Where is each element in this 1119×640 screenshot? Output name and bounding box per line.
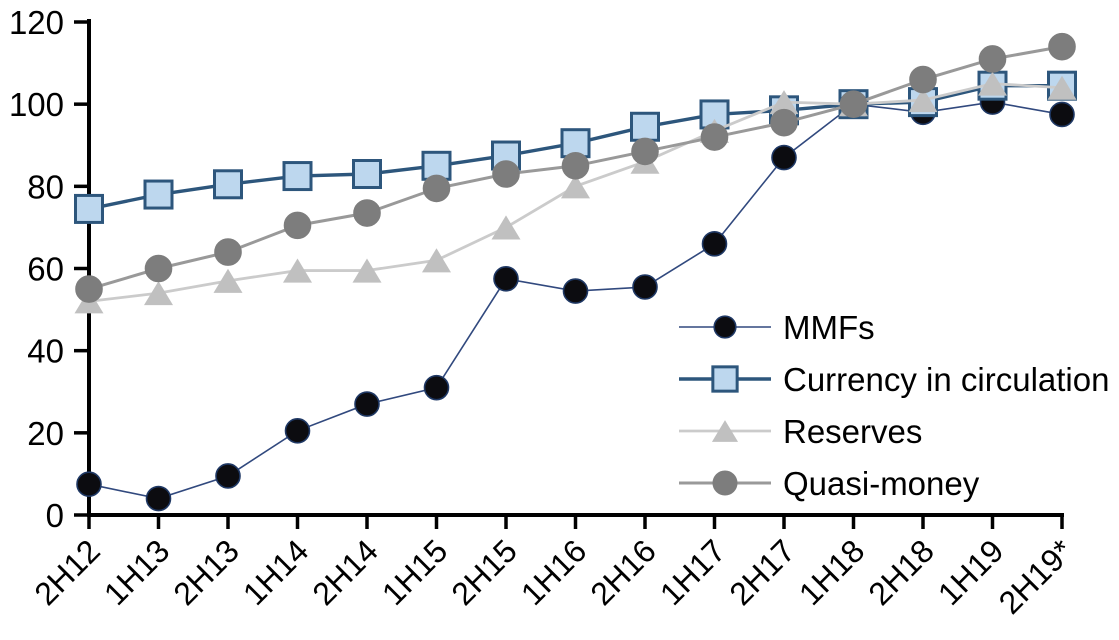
legend-item-quasi-money: Quasi-money [678, 457, 1109, 509]
legend-label-currency-in-circulation: Currency in circulation [783, 360, 1110, 398]
reserves-marker [491, 215, 521, 240]
reserves-marker [978, 71, 1007, 96]
reserves-marker [1047, 75, 1077, 100]
quasi-money-marker [144, 254, 173, 283]
reserves-marker [213, 268, 243, 293]
y-axis-tick-label: 120 [9, 4, 64, 41]
reserves-marker [352, 258, 382, 283]
legend-label-reserves: Reserves [783, 412, 923, 450]
quasi-money-marker [353, 199, 381, 227]
currency-in-circulation-marker [282, 161, 313, 192]
legend-marker-quasi-money [679, 470, 771, 496]
reserves-marker [283, 258, 312, 283]
currency-in-circulation-marker [143, 179, 174, 210]
quasi-money-marker [75, 275, 103, 303]
x-axis-tick-label: 2H13 [166, 532, 246, 612]
legend-marker-glyph-currency-in-circulation [711, 365, 739, 393]
mmfs-marker [284, 417, 311, 444]
quasi-money-marker [631, 137, 659, 166]
x-axis-tick-label: 1H14 [236, 532, 316, 612]
x-axis-tick-label: 2H17 [722, 532, 802, 612]
quasi-money-marker [700, 123, 729, 151]
x-axis-tick-label: 1H18 [792, 532, 872, 612]
quasi-money-marker [909, 65, 937, 94]
currency-in-circulation-marker [630, 111, 660, 142]
currency-in-circulation-marker [74, 193, 104, 224]
mmfs-marker [562, 278, 589, 304]
series-quasi-money [75, 32, 1076, 303]
legend-marker-glyph-mmfs [713, 315, 737, 339]
mmfs-marker [423, 374, 450, 401]
legend-item-currency-in-circulation: Currency in circulation [678, 353, 1109, 405]
mmfs-marker [632, 274, 658, 300]
quasi-money-marker [839, 90, 868, 118]
y-axis-tick-label: 0 [46, 497, 64, 534]
quasi-money-marker [978, 45, 1007, 73]
quasi-money-marker [422, 174, 451, 203]
legend-item-reserves: Reserves [678, 405, 1109, 457]
legend: MMFs Currency in circulation Reserves Quasi… [678, 301, 1109, 509]
x-axis-tick-label: 1H17 [653, 532, 733, 612]
mmfs-marker [215, 463, 241, 489]
mmfs-marker [701, 231, 728, 257]
quasi-money-marker [1048, 32, 1076, 61]
x-axis-tick-label: 1H15 [375, 532, 455, 612]
quasi-money-marker [492, 160, 520, 188]
legend-label-quasi-money: Quasi-money [783, 464, 980, 502]
quasi-money-marker [214, 238, 242, 266]
legend-label-mmfs: MMFs [783, 308, 875, 346]
reserves-marker [422, 248, 451, 273]
y-axis-tick-label: 60 [27, 251, 64, 288]
legend-marker-glyph-reserves [711, 420, 739, 442]
mmfs-marker [771, 144, 797, 171]
x-axis-tick-label: 2H14 [305, 532, 385, 612]
reserves-marker [561, 174, 590, 199]
quasi-money-marker [283, 211, 312, 240]
mmfs-marker [76, 471, 102, 497]
reserves-marker [908, 88, 938, 113]
y-axis-tick-label: 40 [27, 333, 64, 370]
mmfs-marker [493, 265, 519, 292]
quasi-money-marker [561, 151, 590, 180]
legend-marker-glyph-quasi-money [712, 470, 738, 496]
reserves-marker [769, 90, 799, 115]
mmfs-marker [354, 391, 380, 417]
mmfs-marker [1049, 101, 1075, 128]
reserves-marker [144, 281, 173, 306]
currency-in-circulation-marker [352, 159, 382, 190]
x-axis-tick-label: 2H12 [27, 532, 107, 612]
y-axis-tick-label: 20 [27, 415, 64, 452]
x-axis-tick-label: 1H16 [514, 532, 594, 612]
quasi-money-marker [770, 108, 798, 137]
legend-marker-mmfs [679, 315, 771, 339]
legend-item-mmfs: MMFs [678, 301, 1109, 353]
x-axis-tick-label: 1H13 [97, 532, 177, 612]
mmfs-marker [145, 485, 172, 512]
y-axis-tick-label: 80 [27, 168, 64, 205]
y-axis-tick-label: 100 [9, 86, 64, 123]
x-axis-tick-label: 2H16 [583, 532, 663, 612]
legend-marker-currency-in-circulation [679, 365, 771, 393]
currency-in-circulation-marker [213, 169, 243, 200]
x-axis-tick-label: 2H15 [444, 532, 524, 612]
x-axis-tick-label: 2H18 [861, 532, 941, 612]
x-axis-tick-label: 2H19* [992, 532, 1080, 620]
legend-marker-reserves [679, 420, 771, 442]
